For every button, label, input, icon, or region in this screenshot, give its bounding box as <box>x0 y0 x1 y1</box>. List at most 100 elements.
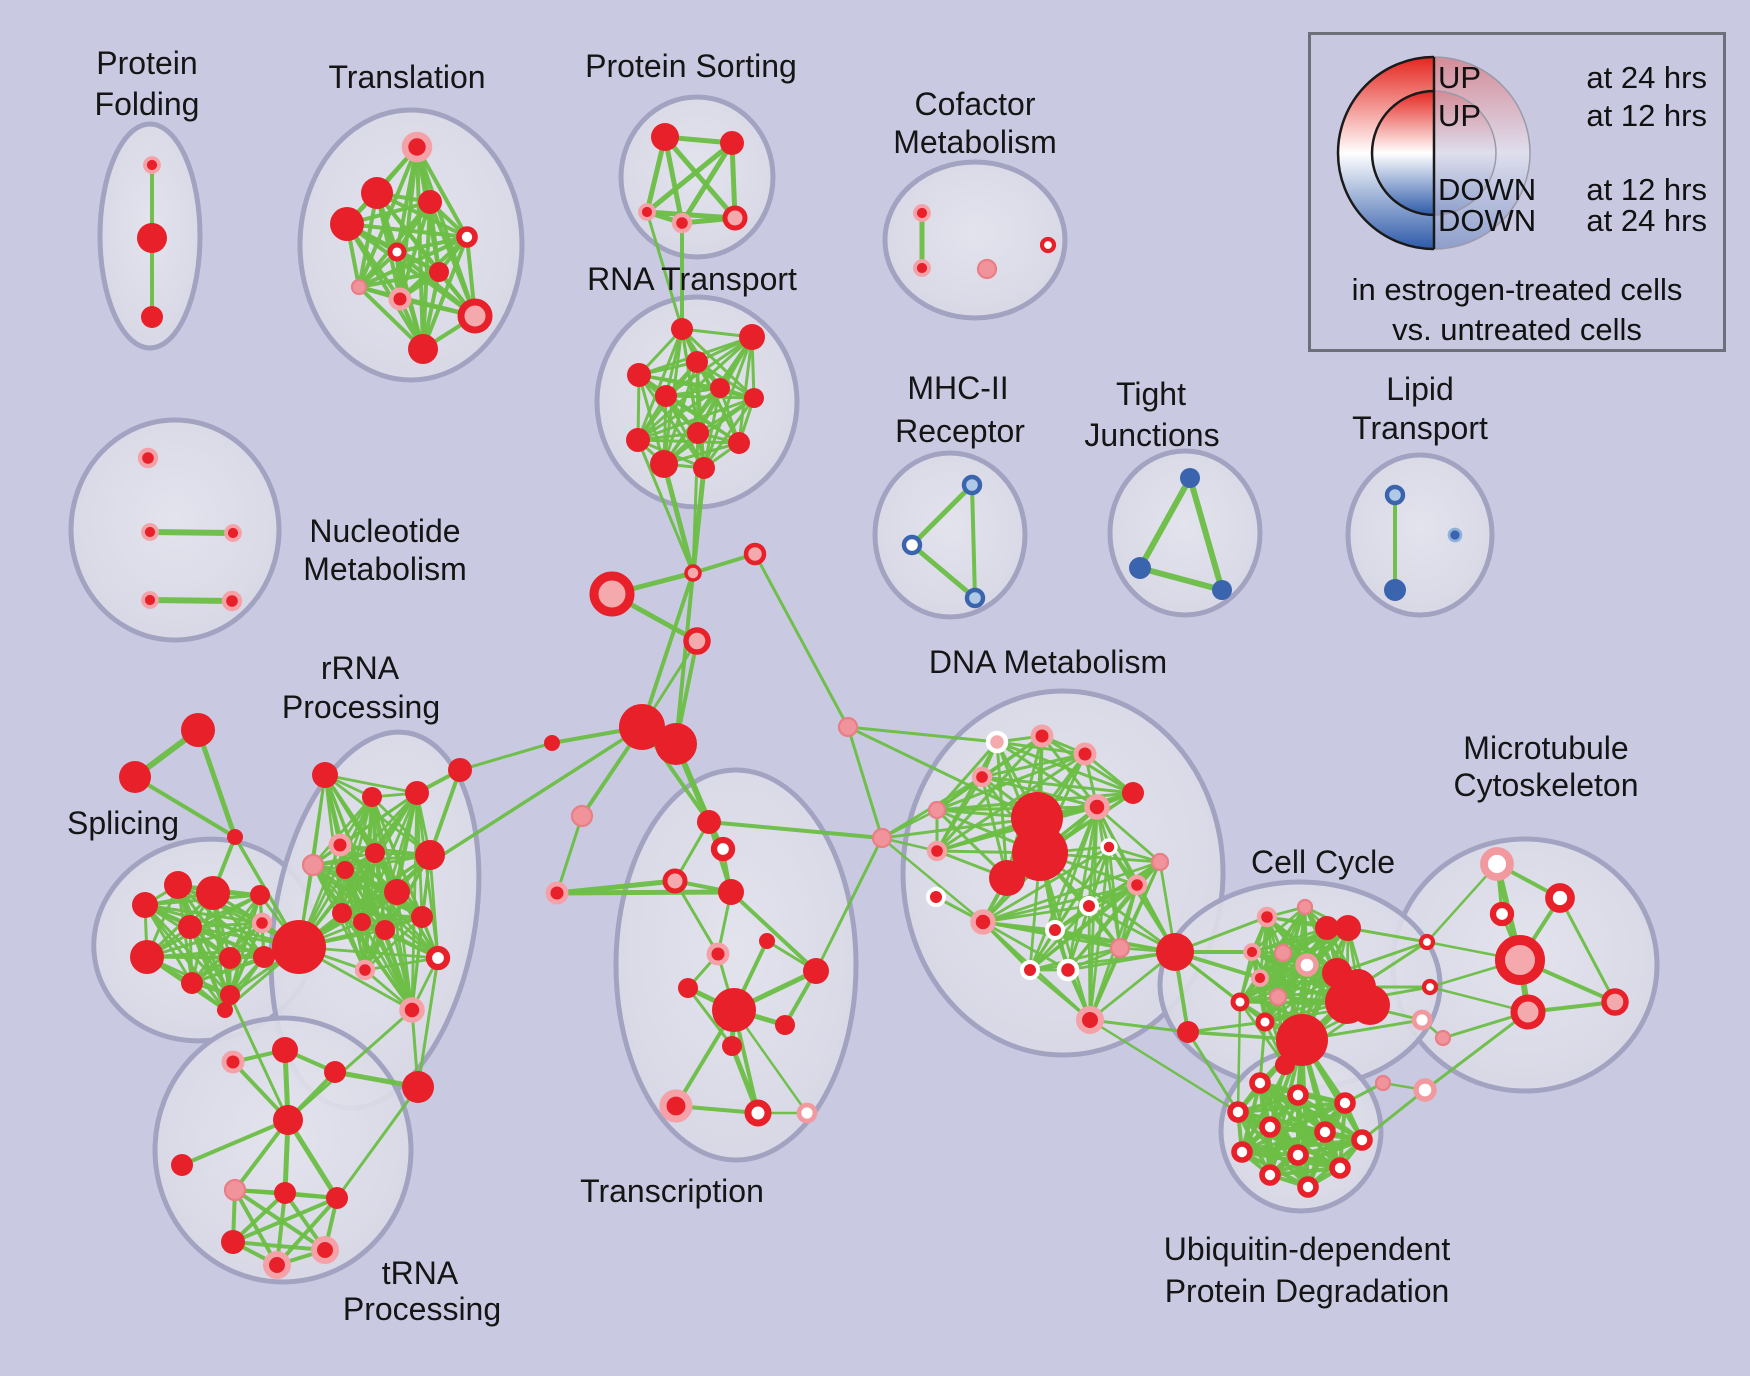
node-r-73 <box>405 781 429 805</box>
cluster-label-nucleotide-metabolism-1: Metabolism <box>303 551 467 587</box>
node-r-23 <box>671 318 693 340</box>
node-rp-113 <box>1084 794 1110 820</box>
node-p-141 <box>1268 987 1288 1007</box>
node-r-95 <box>759 933 775 949</box>
node-r-118 <box>1012 825 1068 881</box>
node-wr-115 <box>1100 838 1118 856</box>
node-rw-168 <box>1259 1164 1281 1186</box>
edge <box>981 904 1091 924</box>
cluster-label-microtubule-cytoskeleton-1: Cytoskeleton <box>1454 767 1639 803</box>
edge <box>1236 1101 1347 1114</box>
node-r-4 <box>361 177 393 209</box>
node-rw-162 <box>1259 1116 1281 1138</box>
edge <box>311 773 327 867</box>
edge <box>702 396 756 470</box>
node-pw-137 <box>1295 953 1319 977</box>
edge <box>981 920 1070 972</box>
node-b-49 <box>1180 468 1200 488</box>
edge <box>1028 805 1099 972</box>
node-r-146 <box>1325 980 1369 1024</box>
edge <box>636 396 756 442</box>
node-rw-160 <box>1334 1092 1356 1114</box>
edge <box>846 725 999 744</box>
node-r-5 <box>418 190 442 214</box>
node-rw-167 <box>1329 1157 1351 1179</box>
edge <box>1238 963 1309 1004</box>
edge <box>1238 971 1339 1004</box>
legend-caption-line2: vs. untreated cells <box>1392 312 1642 347</box>
edge <box>228 993 290 1122</box>
cluster-transcription <box>613 767 859 1163</box>
node-rp-172 <box>221 1050 245 1074</box>
edge <box>363 851 377 972</box>
node-p-176 <box>223 1178 247 1202</box>
edge <box>846 725 884 840</box>
node-p-75 <box>301 853 325 877</box>
node-rpink-157 <box>1601 988 1629 1016</box>
node-p-151 <box>1434 1029 1452 1047</box>
edge <box>662 134 738 221</box>
node-rp-123 <box>970 909 996 935</box>
node-p-105 <box>837 716 859 738</box>
node-rp-85 <box>354 959 376 981</box>
edge <box>980 752 1087 779</box>
node-r-26 <box>627 363 651 387</box>
node-rp-139 <box>1251 969 1269 987</box>
edge <box>340 911 424 919</box>
node-r-13 <box>408 334 438 364</box>
edge <box>644 140 735 215</box>
edge <box>410 791 419 1012</box>
node-rw-84 <box>425 945 451 971</box>
edge <box>1040 734 1099 809</box>
edge <box>636 386 722 442</box>
node-r-56 <box>119 761 151 793</box>
node-r-80 <box>332 903 352 923</box>
cluster-label-ubiquitin-degradation-1: Protein Degradation <box>1165 1273 1450 1309</box>
node-r-72 <box>362 787 382 807</box>
edge <box>970 483 977 600</box>
node-wr-122 <box>1079 896 1099 916</box>
node-r-79 <box>384 879 410 905</box>
edge <box>1173 950 1267 1024</box>
edge <box>1346 926 1429 944</box>
node-b-50 <box>1129 557 1151 579</box>
edge <box>673 879 720 956</box>
legend-down-24-dir: DOWN <box>1438 203 1537 238</box>
cluster-label-protein-folding-0: Protein <box>96 45 197 81</box>
legend-gradient-disk <box>1336 55 1531 251</box>
node-r-83 <box>411 906 433 928</box>
label-layer: Protein Folding Translation Protein Sorting… <box>67 45 1639 1327</box>
edge <box>1028 883 1139 972</box>
edge <box>640 571 695 729</box>
edge <box>1335 940 1429 975</box>
node-r-61 <box>130 940 164 974</box>
node-r-6 <box>330 207 364 241</box>
edge <box>1238 1000 1287 1067</box>
node-rp-114 <box>926 840 948 862</box>
cluster-label-transcription-0: Transcription <box>580 1173 764 1209</box>
edge <box>680 327 756 400</box>
edge <box>147 597 235 604</box>
node-rw-153 <box>1545 883 1575 913</box>
legend-up-24-dir: UP <box>1438 60 1482 95</box>
node-r-171 <box>171 1154 193 1176</box>
node-r-134 <box>1335 915 1361 941</box>
edge <box>340 911 367 972</box>
node-p-21 <box>976 258 998 280</box>
edge <box>662 134 685 226</box>
cluster-label-splicing-0: Splicing <box>67 805 179 841</box>
edge <box>363 915 424 972</box>
node-rp-66 <box>251 912 273 934</box>
edge <box>662 396 756 466</box>
edge <box>335 1085 420 1200</box>
node-rp-90 <box>545 881 569 905</box>
edge <box>707 820 884 840</box>
node-pw-152 <box>1480 847 1514 881</box>
node-r-91 <box>697 810 721 834</box>
edge <box>285 1117 340 1201</box>
node-r-87 <box>448 758 472 782</box>
node-rp-110 <box>971 766 993 788</box>
node-r-173 <box>272 1037 298 1063</box>
node-r-65 <box>250 885 270 905</box>
edge <box>233 1188 279 1267</box>
